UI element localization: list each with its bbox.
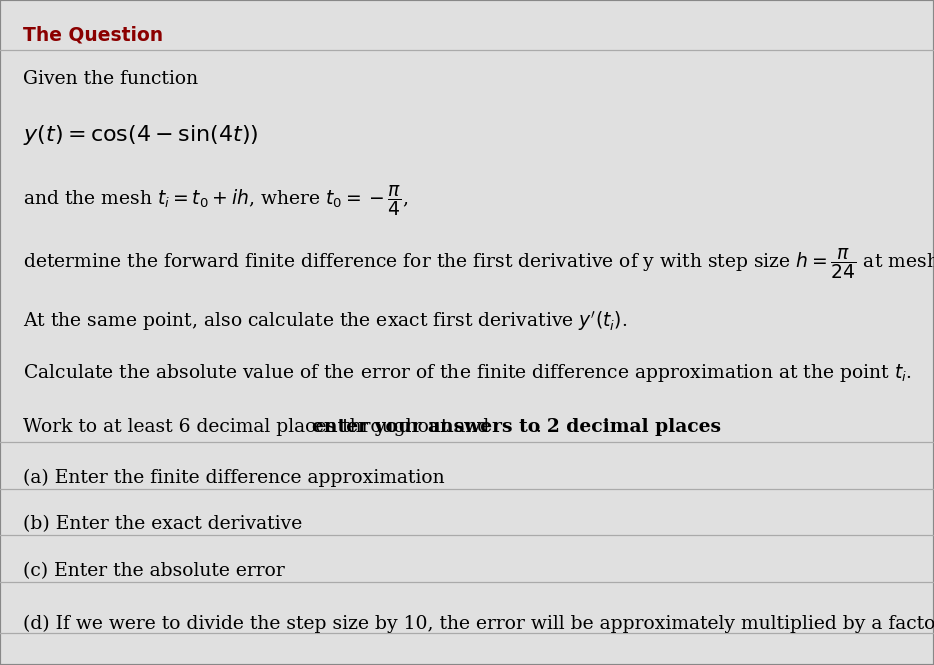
Text: .: .	[535, 418, 541, 436]
Text: and the mesh $t_i = t_0 + ih$, where $t_0 = -\dfrac{\pi}{4}$,: and the mesh $t_i = t_0 + ih$, where $t_…	[23, 183, 408, 217]
Text: The Question: The Question	[23, 25, 163, 45]
Text: (c) Enter the absolute error: (c) Enter the absolute error	[23, 562, 285, 580]
Text: enter your answers to 2 decimal places: enter your answers to 2 decimal places	[312, 418, 721, 436]
Text: Work to at least 6 decimal places throughout and: Work to at least 6 decimal places throug…	[23, 418, 496, 436]
Text: At the same point, also calculate the exact first derivative $y'(t_i)$.: At the same point, also calculate the ex…	[23, 309, 628, 333]
Text: determine the forward finite difference for the first derivative of y with step : determine the forward finite difference …	[23, 246, 934, 281]
Text: Given the function: Given the function	[23, 70, 198, 88]
Text: (a) Enter the finite difference approximation: (a) Enter the finite difference approxim…	[23, 469, 445, 487]
Text: $y(t) = \cos(4 - \sin(4t))$: $y(t) = \cos(4 - \sin(4t))$	[23, 123, 259, 147]
Text: Calculate the absolute value of the error of the finite difference approximation: Calculate the absolute value of the erro…	[23, 362, 913, 384]
Text: (b) Enter the exact derivative: (b) Enter the exact derivative	[23, 515, 303, 533]
Text: (d) If we were to divide the step size by 10, the error will be approximately mu: (d) If we were to divide the step size b…	[23, 615, 934, 633]
